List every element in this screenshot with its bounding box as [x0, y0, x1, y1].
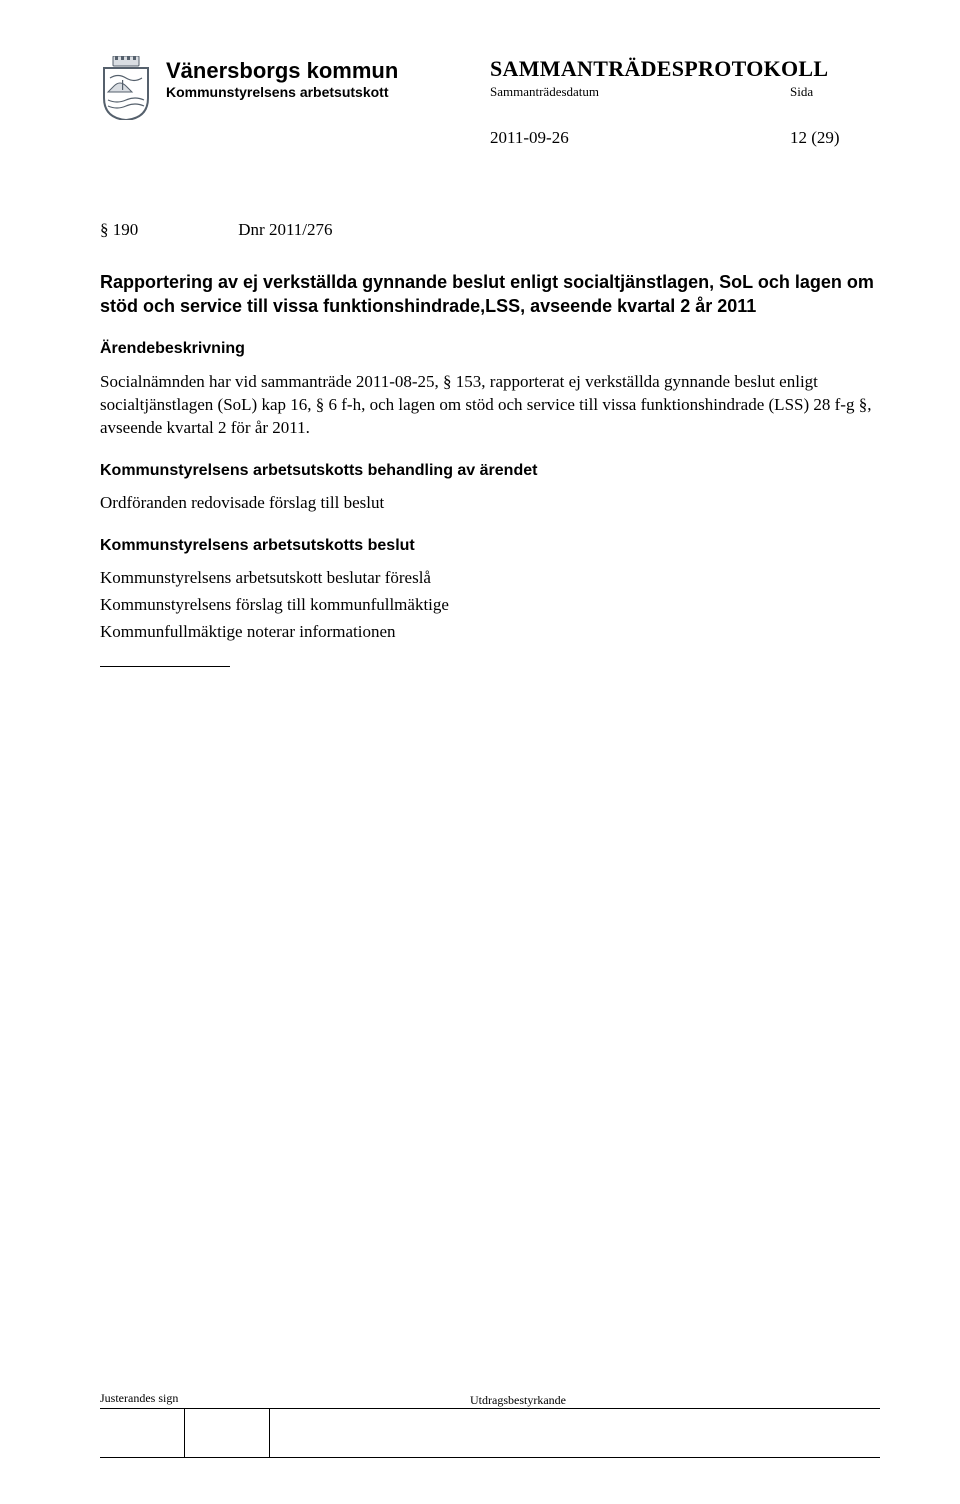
decision-line: Kommunfullmäktige noterar informationen [100, 621, 880, 644]
utdrag-label: Utdragsbestyrkande [470, 1393, 566, 1407]
signature-cell [100, 1409, 185, 1457]
signature-cell [185, 1409, 270, 1457]
org-subtitle: Kommunstyrelsens arbetsutskott [166, 84, 446, 100]
date-row: 2011-09-26 12 (29) [490, 128, 880, 148]
page-footer: Justerandes sign Utdragsbestyrkande [0, 1391, 960, 1458]
decision-line: Kommunstyrelsens arbetsutskott beslutar … [100, 567, 880, 590]
shield-icon [100, 56, 152, 120]
signature-cells [100, 1408, 470, 1458]
org-name: Vänersborgs kommun [166, 60, 446, 82]
signature-underline [100, 652, 230, 667]
meta-page-label: Sida [790, 84, 880, 100]
footer-right: Utdragsbestyrkande [470, 1393, 880, 1458]
municipality-logo [100, 56, 152, 120]
decision-line: Kommunstyrelsens förslag till kommunfull… [100, 594, 880, 617]
handling-heading: Kommunstyrelsens arbetsutskotts behandli… [100, 460, 880, 482]
meta-row: Sammanträdesdatum Sida [490, 84, 880, 100]
justerandes-label: Justerandes sign [100, 1391, 178, 1405]
paragraph-line: § 190 Dnr 2011/276 [100, 218, 880, 242]
diary-number: Dnr 2011/276 [238, 218, 332, 242]
meta-date-label: Sammanträdesdatum [490, 84, 790, 100]
description-heading: Ärendebeskrivning [100, 338, 880, 360]
org-block: Vänersborgs kommun Kommunstyrelsens arbe… [166, 56, 446, 100]
content-section: § 190 Dnr 2011/276 Rapportering av ej ve… [100, 218, 880, 667]
description-body: Socialnämnden har vid sammanträde 2011-0… [100, 371, 880, 440]
signature-cell [270, 1409, 354, 1457]
utdrag-cell [470, 1408, 880, 1458]
decision-heading: Kommunstyrelsens arbetsutskotts beslut [100, 535, 880, 557]
header-right: SAMMANTRÄDESPROTOKOLL Sammanträdesdatum … [490, 56, 880, 148]
page-header: Vänersborgs kommun Kommunstyrelsens arbe… [100, 56, 880, 148]
meeting-date: 2011-09-26 [490, 128, 790, 148]
document-title: SAMMANTRÄDESPROTOKOLL [490, 56, 880, 82]
matter-title: Rapportering av ej verkställda gynnande … [100, 270, 880, 319]
paragraph-number: § 190 [100, 218, 138, 242]
handling-body: Ordföranden redovisade förslag till besl… [100, 492, 880, 515]
footer-left: Justerandes sign [100, 1391, 470, 1458]
page: Vänersborgs kommun Kommunstyrelsens arbe… [0, 0, 960, 1504]
page-number: 12 (29) [790, 128, 880, 148]
